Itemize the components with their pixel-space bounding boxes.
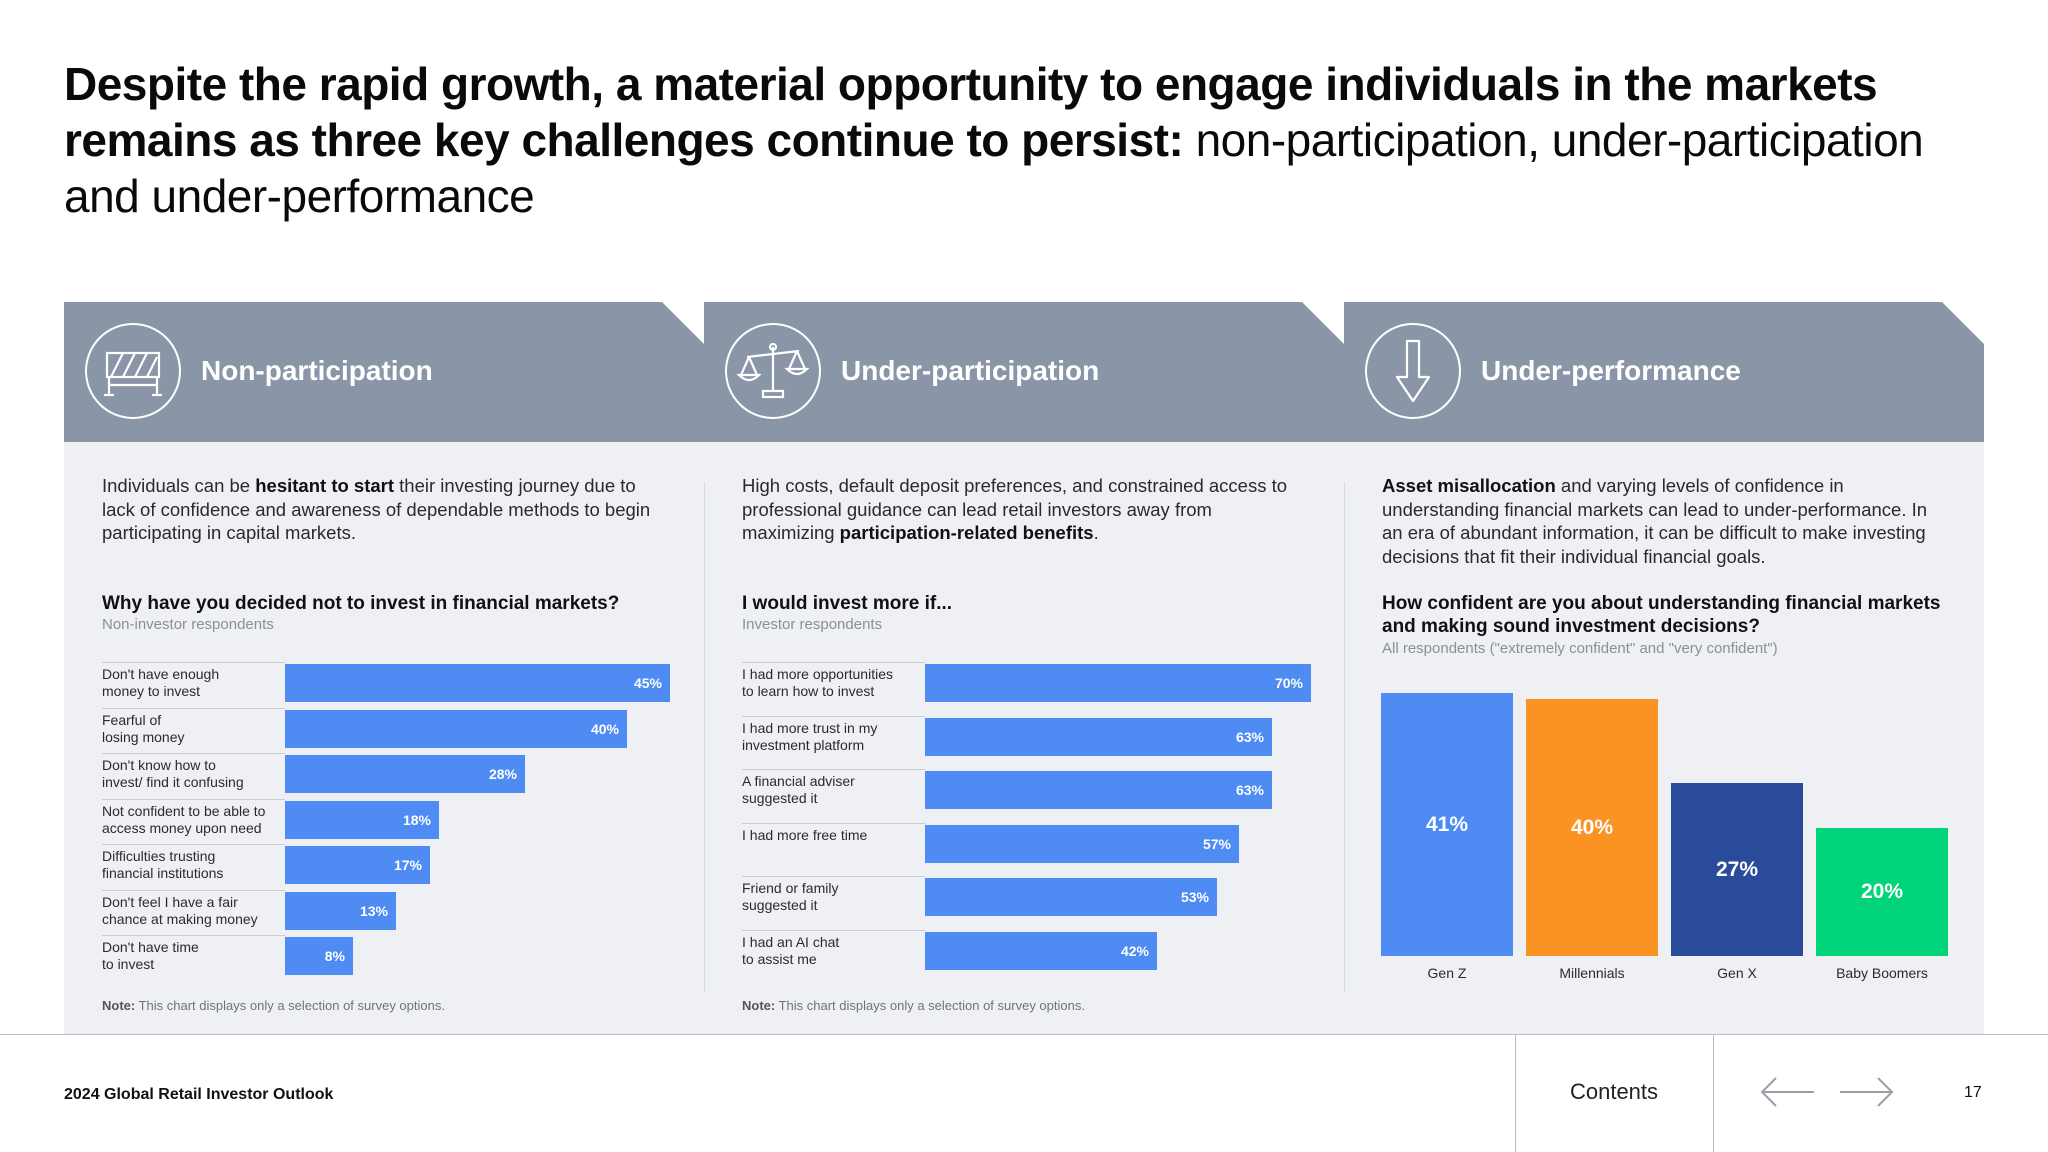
bar bbox=[925, 931, 1157, 970]
bar-category-label: Gen X bbox=[1717, 965, 1757, 981]
bar-value-label: 40% bbox=[590, 720, 619, 737]
bar-value-label: 45% bbox=[633, 675, 662, 691]
chart-question: Why have you decided not to invest in fi… bbox=[102, 593, 620, 614]
bar-value-label: 70% bbox=[1274, 675, 1303, 691]
bar bbox=[925, 717, 1272, 756]
panel-title: Under-performance bbox=[1481, 355, 1741, 386]
arrow-right-icon bbox=[1840, 1077, 1894, 1107]
bar bbox=[925, 664, 1311, 702]
bar bbox=[285, 891, 396, 930]
bar: 20% bbox=[1816, 828, 1948, 956]
bar bbox=[285, 937, 353, 975]
bar bbox=[285, 755, 525, 793]
bar-category-label: Millennials bbox=[1559, 965, 1625, 981]
contents-link[interactable]: Contents bbox=[1569, 1079, 1659, 1104]
bar bbox=[925, 878, 1217, 916]
bar-value-label: 13% bbox=[359, 902, 388, 919]
panel-header: Under-participation bbox=[704, 302, 1344, 442]
bar-value-label: 8% bbox=[324, 948, 345, 964]
panel-under-performance: Under-performance Asset misallocation an… bbox=[1344, 302, 1984, 1034]
bar-value-label: 63% bbox=[1235, 782, 1264, 798]
page-number: 17 bbox=[1964, 1084, 1982, 1101]
panel-header: Under-performance bbox=[1344, 302, 1984, 442]
title-bold: Despite the rapid growth, a material opp… bbox=[64, 58, 1878, 166]
report-name: 2024 Global Retail Investor Outlook bbox=[64, 1086, 334, 1103]
panel-description: Individuals can be hesitant to start the… bbox=[102, 475, 651, 543]
panel-header: Non-participation bbox=[64, 302, 704, 442]
chart-question: I would invest more if... bbox=[742, 593, 953, 614]
bar-category-label: Gen Z bbox=[1427, 965, 1467, 981]
panel-description: High costs, default deposit preferences,… bbox=[742, 475, 1288, 543]
bar-category-label: I had an AI chat to assist me bbox=[742, 933, 840, 967]
bar: 41% bbox=[1381, 693, 1513, 956]
bar-value-label: 63% bbox=[1235, 728, 1264, 745]
panel-under-participation: Under-participation High costs, default … bbox=[704, 302, 1344, 1034]
panel-title: Under-participation bbox=[841, 355, 1100, 386]
barrier-icon bbox=[85, 323, 181, 419]
bar-value-label: 53% bbox=[1180, 889, 1209, 905]
bar-category-label: Friend or family suggested it bbox=[742, 880, 839, 913]
bar: 40% bbox=[1526, 699, 1658, 956]
bar-category-label: Don't have time to invest bbox=[102, 939, 199, 972]
next-page-button[interactable] bbox=[1836, 1074, 1896, 1110]
bar-value-label: 41% bbox=[1425, 813, 1469, 836]
chart-subtitle: All respondents ("extremely confident" a… bbox=[1382, 640, 1778, 657]
bar: 27% bbox=[1671, 783, 1803, 956]
arrow-left-icon bbox=[1760, 1077, 1814, 1107]
bar-category-label: Difficulties trusting financial institut… bbox=[102, 848, 224, 881]
scales-icon bbox=[725, 323, 821, 419]
bar bbox=[285, 800, 439, 839]
panel-description: Asset misallocation and varying levels o… bbox=[1382, 475, 1928, 567]
chart-question: How confident are you about understandin… bbox=[1382, 593, 1941, 637]
down-arrow-icon bbox=[1365, 323, 1461, 419]
bar-value-label: 40% bbox=[1570, 816, 1614, 839]
bar bbox=[285, 664, 670, 702]
bar-category-label: I had more opportunities to learn how to… bbox=[742, 666, 893, 699]
chart-subtitle: Investor respondents bbox=[742, 616, 883, 633]
bar bbox=[925, 771, 1272, 809]
bar-category-label: I had more trust in my investment platfo… bbox=[742, 719, 878, 753]
bar-category-label: A financial adviser suggested it bbox=[742, 773, 855, 806]
previous-page-button[interactable] bbox=[1758, 1074, 1818, 1110]
bar bbox=[925, 824, 1239, 863]
bar bbox=[285, 846, 430, 884]
panel-non-participation: Non-participation Individuals can be hes… bbox=[64, 302, 704, 1034]
bar-value-label: 57% bbox=[1202, 835, 1231, 852]
bar-value-label: 28% bbox=[488, 766, 517, 782]
bar-category-label: Fearful of losing money bbox=[102, 711, 185, 745]
bar-value-label: 17% bbox=[393, 857, 422, 873]
bar-category-label: I had more free time bbox=[742, 826, 868, 843]
bar-value-label: 20% bbox=[1860, 880, 1904, 903]
bar-category-label: Don't have enough money to invest bbox=[102, 666, 220, 699]
bar-category-label: Don't feel I have a fair chance at makin… bbox=[102, 893, 258, 927]
bar-value-label: 27% bbox=[1715, 858, 1759, 881]
bar bbox=[285, 709, 627, 748]
bar-category-label: Not confident to be able to access money… bbox=[102, 802, 266, 836]
panel-title: Non-participation bbox=[201, 355, 433, 386]
chart-subtitle: Non-investor respondents bbox=[102, 616, 274, 633]
chart-note: Note: This chart displays only a selecti… bbox=[742, 998, 1085, 1013]
page-title: Despite the rapid growth, a material opp… bbox=[64, 56, 1924, 224]
bar-category-label: Baby Boomers bbox=[1836, 965, 1928, 981]
bar-value-label: 18% bbox=[402, 811, 431, 828]
bar-value-label: 42% bbox=[1120, 942, 1149, 959]
bar-category-label: Don't know how to invest/ find it confus… bbox=[102, 757, 244, 790]
title-regular: non-participation, under-participation a… bbox=[64, 114, 1924, 222]
chart-note: Note: This chart displays only a selecti… bbox=[102, 998, 445, 1013]
